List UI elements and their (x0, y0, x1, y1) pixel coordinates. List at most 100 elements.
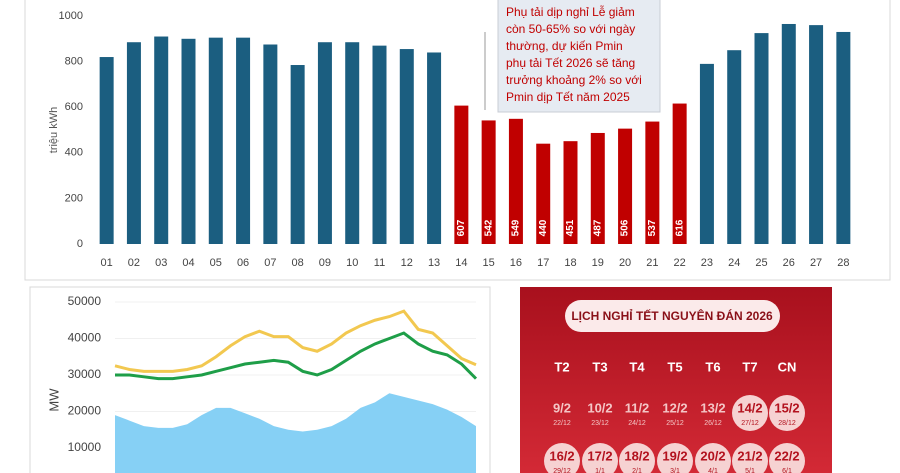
y-tick-label: 10000 (68, 440, 102, 454)
x-tick-label: 06 (237, 257, 249, 269)
bar (317, 42, 332, 244)
annotation-line: phụ tải Tết 2026 sẽ tăng (506, 56, 635, 70)
y-tick-label: 600 (65, 101, 83, 113)
bar (645, 121, 660, 244)
x-tick-label: 25 (755, 257, 767, 269)
holiday-circle (657, 443, 693, 473)
bar (590, 132, 605, 244)
lunar-date: 4/1 (708, 468, 718, 473)
solar-date: 17/2 (587, 448, 612, 463)
y-tick-label: 40000 (68, 331, 102, 345)
x-tick-label: 07 (264, 257, 276, 269)
bar (263, 44, 278, 244)
bar (754, 33, 769, 244)
solar-date: 20/2 (700, 448, 725, 463)
lunar-date: 5/1 (745, 468, 755, 473)
lunar-date: 26/12 (704, 420, 722, 427)
y-tick-label: 800 (65, 56, 83, 68)
annotation-line: thường, dự kiến Pmin (506, 39, 623, 53)
x-tick-label: 01 (101, 257, 113, 269)
x-tick-label: 27 (810, 257, 822, 269)
bar (618, 128, 633, 244)
holiday-circle (732, 395, 768, 431)
bar (236, 37, 251, 244)
solar-date: 13/2 (700, 400, 725, 415)
bar (345, 42, 360, 244)
y-tick-label: 30000 (68, 367, 102, 381)
calendar-title: LỊCH NGHỈ TẾT NGUYÊN ĐÁN 2026 (571, 308, 773, 323)
annotation-box (497, 0, 661, 113)
line (115, 331, 478, 381)
bar (727, 50, 742, 245)
lunar-date: 2/1 (632, 468, 642, 473)
x-tick-label: 11 (374, 257, 385, 269)
holiday-circle (544, 443, 580, 473)
x-tick-label: 10 (346, 257, 358, 269)
bar (672, 103, 687, 244)
y-tick-label: 200 (65, 192, 83, 204)
lunar-date: 28/12 (778, 420, 796, 427)
area (115, 393, 476, 473)
lunar-date: 23/12 (591, 420, 609, 427)
y-tick-label: 20000 (68, 404, 102, 418)
lunar-date: 29/12 (553, 468, 571, 473)
bar (372, 45, 387, 244)
annotation-line: còn 50-65% so với ngày (506, 22, 635, 36)
bar (481, 120, 496, 244)
line (114, 309, 477, 373)
value-label: 542 (483, 219, 494, 236)
y-tick-label: 50000 (68, 294, 102, 308)
lunar-date: 6/1 (782, 468, 792, 473)
x-tick-label: 24 (728, 257, 740, 269)
bar (699, 63, 714, 244)
x-tick-label: 05 (210, 257, 222, 269)
solar-date: 12/2 (662, 400, 687, 415)
solar-date: 18/2 (624, 448, 649, 463)
bar (208, 37, 223, 244)
weekday: T4 (629, 359, 645, 374)
solar-date: 10/2 (587, 400, 612, 415)
y-tick-label: 400 (65, 147, 83, 159)
solar-date: 22/2 (774, 448, 799, 463)
y-tick-label: 1000 (59, 10, 83, 22)
x-tick-label: 21 (646, 257, 658, 269)
solar-date: 14/2 (737, 400, 762, 415)
holiday-circle (582, 443, 618, 473)
holiday-circle (769, 443, 805, 473)
lunar-date: 25/12 (666, 420, 684, 427)
x-tick-label: 04 (182, 257, 194, 269)
calendar-title-pill (565, 300, 780, 332)
value-label: 451 (565, 219, 576, 236)
bar (454, 105, 469, 244)
bar (290, 65, 305, 245)
x-tick-label: 19 (592, 257, 604, 269)
lunar-date: 27/12 (741, 420, 759, 427)
y-axis-label: MW (46, 388, 61, 412)
annotation-line: Pmin dịp Tết năm 2025 (506, 90, 630, 104)
solar-date: 19/2 (662, 448, 687, 463)
x-tick-label: 02 (128, 257, 140, 269)
x-tick-label: 09 (319, 257, 331, 269)
x-tick-label: 28 (837, 257, 849, 269)
weekday: T7 (742, 359, 757, 374)
bar (154, 36, 169, 244)
bar (508, 118, 523, 244)
bar (836, 31, 851, 245)
x-tick-label: 08 (292, 257, 304, 269)
x-tick-label: 03 (155, 257, 167, 269)
lunar-date: 3/1 (670, 468, 680, 473)
weekday: T3 (592, 359, 607, 374)
y-axis-label: triệu kWh (48, 107, 60, 153)
holiday-circle (732, 443, 768, 473)
x-tick-label: 22 (674, 257, 686, 269)
solar-date: 9/2 (553, 400, 571, 415)
x-tick-label: 13 (428, 257, 440, 269)
holiday-circle (695, 443, 731, 473)
value-label: 537 (647, 219, 658, 236)
bar (399, 49, 414, 245)
weekday: T2 (554, 359, 569, 374)
bar (126, 42, 141, 244)
solar-date: 16/2 (549, 448, 574, 463)
